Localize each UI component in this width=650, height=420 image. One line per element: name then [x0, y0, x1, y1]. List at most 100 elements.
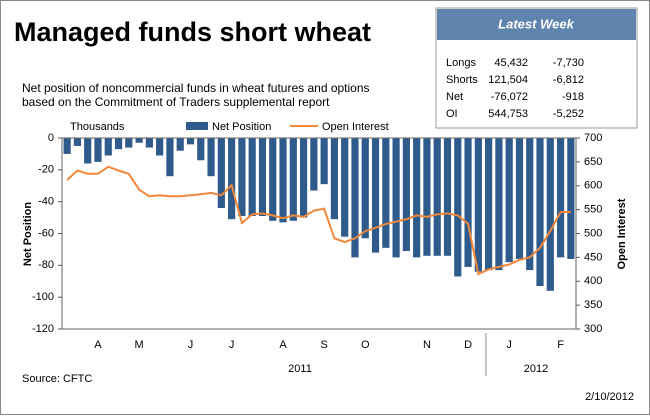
subtitle: based on the Commitment of Traders suppl… — [22, 95, 330, 109]
y-axis-label: Net Position — [22, 202, 34, 266]
bar — [114, 138, 123, 150]
chart-title: Managed funds short wheat — [14, 17, 371, 47]
y-tick-label: 0 — [48, 132, 54, 144]
bar — [84, 138, 92, 164]
y2-tick-label: 550 — [584, 204, 602, 216]
x-tick-label: J — [188, 339, 194, 351]
table-change: -6,812 — [553, 74, 584, 86]
bar — [310, 138, 318, 191]
year-label: 2012 — [524, 363, 548, 375]
y-tick-label: -40 — [38, 196, 54, 208]
bar — [238, 138, 246, 216]
bar — [382, 138, 390, 248]
x-tick-label: J — [506, 339, 512, 351]
bar — [135, 138, 143, 143]
bar — [217, 138, 225, 209]
bar — [485, 138, 493, 271]
x-tick-label: D — [464, 339, 472, 351]
y2-tick-label: 450 — [584, 251, 602, 263]
bar — [320, 138, 328, 185]
x-tick-label: O — [361, 339, 370, 351]
bar — [299, 138, 308, 218]
bar — [176, 138, 184, 151]
y-unit-label: Thousands — [70, 121, 125, 133]
y2-axis-label: Open Interest — [616, 198, 628, 269]
x-tick-label: A — [279, 339, 287, 351]
bar — [73, 138, 82, 146]
y-tick-label: -20 — [38, 164, 54, 176]
bar — [526, 138, 534, 271]
subtitle: Net position of noncommercial funds in w… — [22, 81, 370, 95]
table-value: -76,072 — [491, 91, 528, 103]
legend-label: Net Position — [212, 121, 271, 133]
table-row-label: OI — [446, 108, 458, 120]
table-row-label: Net — [446, 91, 463, 103]
bar — [392, 138, 400, 258]
bar — [515, 138, 524, 259]
y-tick-label: -60 — [38, 227, 54, 239]
bar — [464, 138, 472, 267]
x-tick-label: F — [557, 339, 564, 351]
bar — [371, 138, 380, 253]
table-value: 45,432 — [494, 57, 528, 69]
y2-tick-label: 650 — [584, 156, 602, 168]
table-value: 121,504 — [488, 74, 528, 86]
table-value: 544,753 — [488, 108, 528, 120]
bar — [186, 138, 195, 145]
table-header — [437, 9, 636, 40]
bar — [474, 138, 482, 272]
date: 2/10/2012 — [585, 391, 634, 403]
bar — [536, 138, 544, 287]
bar — [341, 138, 349, 237]
bar — [104, 138, 112, 156]
bar — [423, 138, 431, 256]
bar — [279, 138, 287, 223]
y-tick-label: -120 — [32, 323, 54, 335]
bar — [156, 138, 164, 156]
y2-tick-label: 350 — [584, 299, 602, 311]
y-tick-label: -100 — [32, 291, 54, 303]
bar — [351, 138, 359, 258]
bar — [556, 138, 565, 258]
table-change: -5,252 — [553, 108, 584, 120]
x-tick-label: J — [229, 339, 235, 351]
x-tick-label: A — [94, 339, 102, 351]
bar — [94, 138, 102, 162]
source: Source: CFTC — [22, 373, 92, 385]
year-label: 2011 — [288, 363, 312, 375]
x-tick-label: M — [135, 339, 144, 351]
table-row-label: Longs — [446, 57, 476, 69]
x-tick-label: N — [423, 339, 431, 351]
bar — [258, 138, 267, 216]
bar — [361, 138, 369, 239]
bar — [495, 138, 503, 271]
bar — [63, 138, 71, 154]
bar — [402, 138, 410, 252]
bar — [125, 138, 133, 148]
bar — [207, 138, 215, 177]
bar — [454, 138, 462, 277]
y2-tick-label: 400 — [584, 275, 602, 287]
bar — [248, 138, 256, 216]
y2-tick-label: 500 — [584, 227, 602, 239]
legend-label: Open Interest — [322, 121, 389, 133]
legend-swatch — [186, 122, 208, 130]
bar — [567, 138, 575, 259]
table-change: -918 — [562, 91, 584, 103]
bar — [145, 138, 153, 148]
plot-frame — [61, 137, 577, 330]
table-row-label: Shorts — [446, 74, 478, 86]
table-change: -7,730 — [553, 57, 584, 69]
table-title: Latest Week — [498, 16, 574, 31]
y2-tick-label: 700 — [584, 132, 602, 144]
latest-week-table: Latest Week — [435, 7, 638, 129]
x-tick-label: S — [320, 339, 327, 351]
bar — [433, 138, 441, 256]
bar — [269, 138, 277, 221]
y2-tick-label: 600 — [584, 180, 602, 192]
bar — [228, 138, 236, 220]
bar — [197, 138, 205, 161]
bar — [166, 138, 174, 177]
bar — [289, 138, 297, 221]
